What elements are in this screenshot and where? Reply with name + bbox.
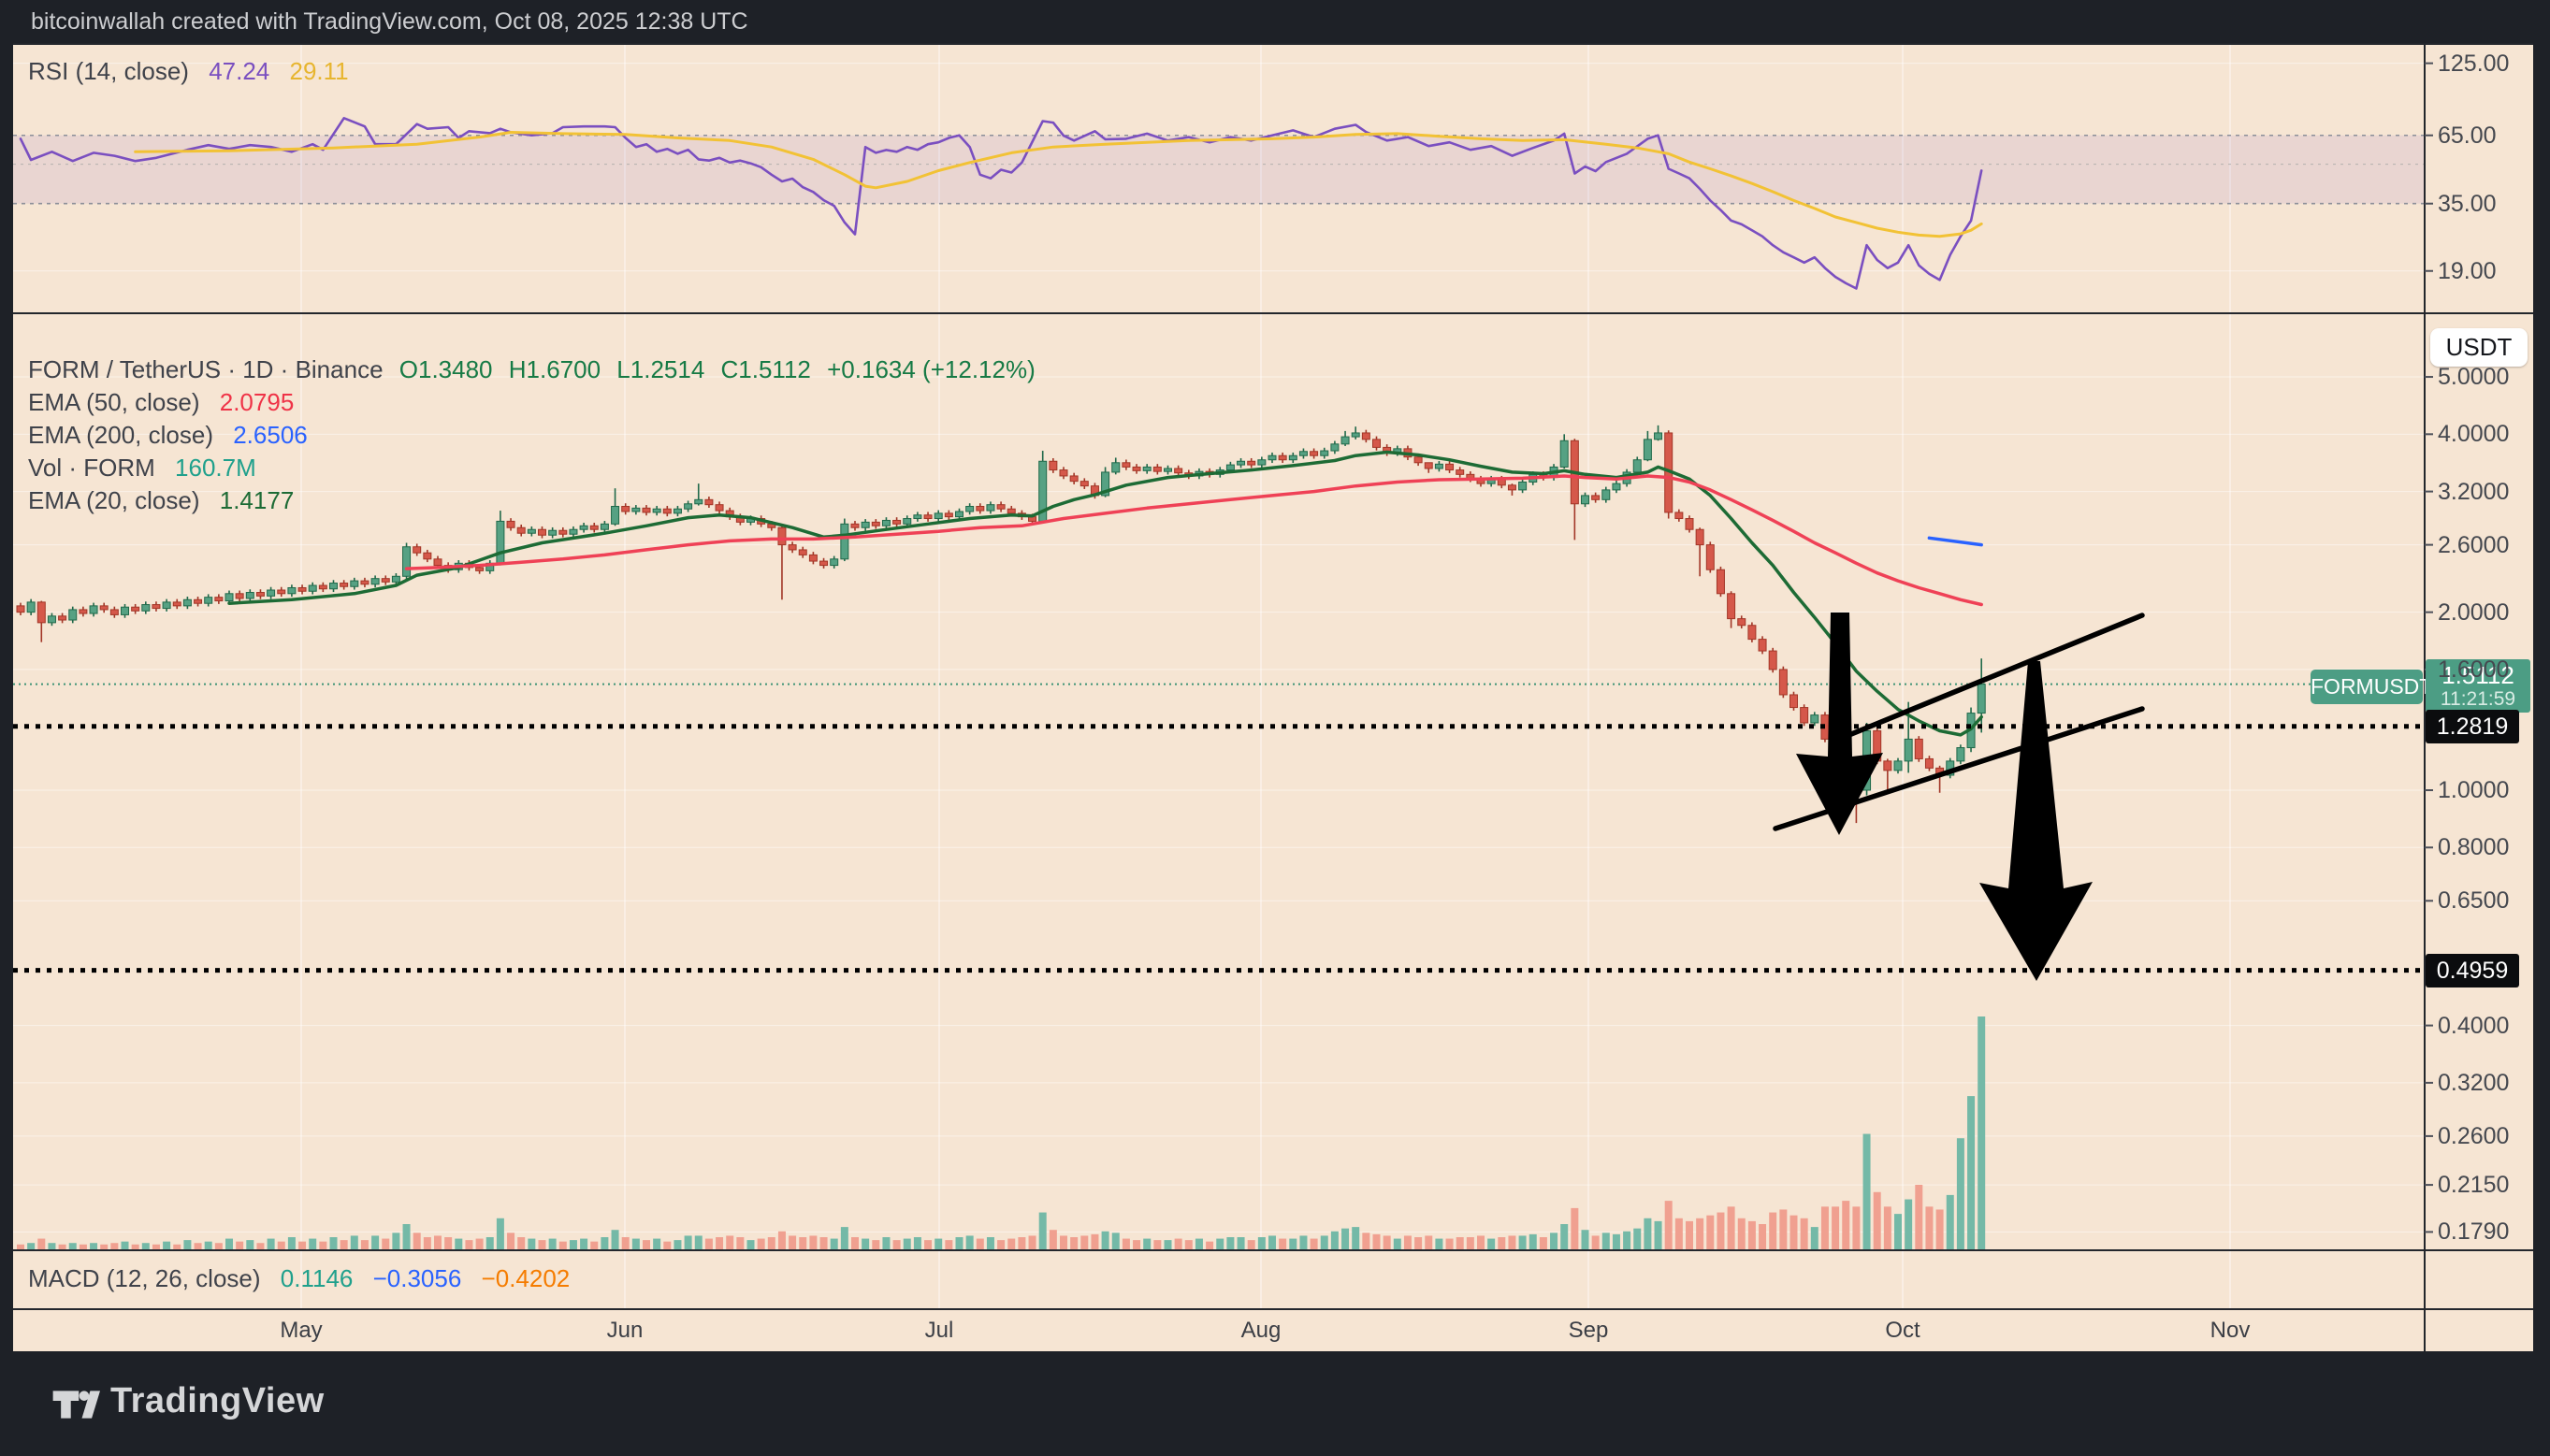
- ema20-label: EMA (20, close): [28, 486, 200, 514]
- volume-row: Vol · FORM 160.7M: [28, 452, 1036, 484]
- macd-legend[interactable]: MACD (12, 26, close) 0.1146 −0.3056 −0.4…: [28, 1264, 570, 1293]
- macd-label: MACD (12, 26, close): [28, 1264, 261, 1292]
- symbol-price-pill: FORMUSDT: [2311, 670, 2432, 704]
- rsi-legend[interactable]: RSI (14, close) 47.24 29.11: [28, 57, 349, 86]
- volume-value: 160.7M: [175, 454, 256, 482]
- rsi-value: 47.24: [209, 57, 270, 85]
- macd-signal-value: −0.4202: [481, 1264, 571, 1292]
- ema50-row: EMA (50, close) 2.0795: [28, 386, 1036, 419]
- month-label-Nov[interactable]: Nov: [2210, 1318, 2251, 1343]
- symbol-row: FORM / TetherUS · 1D · Binance O1.3480 H…: [28, 353, 1036, 386]
- watermark-text: bitcoinwallah created with TradingView.c…: [31, 8, 748, 35]
- price-label-2.0000: 2.0000: [2438, 598, 2510, 626]
- ema200-label: EMA (200, close): [28, 421, 213, 449]
- month-label-May[interactable]: May: [280, 1318, 323, 1343]
- ema200-value: 2.6506: [233, 421, 308, 449]
- price-label-0.8000: 0.8000: [2438, 834, 2510, 861]
- ohlc-values: O1.3480 H1.6700 L1.2514 C1.5112 +0.1634 …: [390, 355, 1036, 383]
- level-badge-0.4959: 0.4959: [2426, 954, 2519, 987]
- level-badge-1.2819: 1.2819: [2426, 710, 2519, 743]
- ema50-value: 2.0795: [219, 388, 295, 416]
- tradingview-logo-text[interactable]: TradingView: [110, 1381, 325, 1420]
- month-label-Jun[interactable]: Jun: [606, 1318, 644, 1343]
- volume-label: Vol · FORM: [28, 454, 155, 482]
- open-value: O1.3480: [398, 355, 493, 383]
- month-label-Aug[interactable]: Aug: [1240, 1318, 1282, 1343]
- ema20-value: 1.4177: [219, 486, 295, 514]
- price-label-1.0000: 1.0000: [2438, 777, 2510, 803]
- rsi-legend-label: RSI (14, close): [28, 57, 189, 85]
- ema200-row: EMA (200, close) 2.6506: [28, 419, 1036, 452]
- symbol-title: FORM / TetherUS · 1D · Binance: [28, 355, 384, 383]
- price-label-0.4000: 0.4000: [2438, 1012, 2510, 1039]
- rsi-label-125.00: 125.00: [2438, 50, 2510, 77]
- symbol-legend[interactable]: FORM / TetherUS · 1D · Binance O1.3480 H…: [28, 353, 1036, 517]
- price-label-5.0000: 5.0000: [2438, 364, 2510, 391]
- change-value: +0.1634 (+12.12%): [827, 355, 1036, 383]
- month-label-Sep[interactable]: Sep: [1568, 1318, 1609, 1343]
- countdown-timer: 11:21:59: [2440, 688, 2516, 710]
- ema20-row: EMA (20, close) 1.4177: [28, 484, 1036, 517]
- rsi-label-35.00: 35.00: [2438, 190, 2497, 217]
- rsi-label-65.00: 65.00: [2438, 122, 2497, 149]
- price-label-0.1790: 0.1790: [2438, 1218, 2510, 1246]
- currency-badge[interactable]: USDT: [2430, 328, 2528, 367]
- last-price-badge: 1.5112 11:21:59: [2426, 659, 2530, 713]
- price-label-0.3200: 0.3200: [2438, 1069, 2510, 1096]
- price-label-0.2600: 0.2600: [2438, 1122, 2510, 1149]
- macd-hist-value: 0.1146: [280, 1264, 354, 1292]
- price-label-2.6000: 2.6000: [2438, 531, 2510, 558]
- macd-line-value: −0.3056: [372, 1264, 462, 1292]
- watermark-bar: bitcoinwallah created with TradingView.c…: [0, 0, 2550, 44]
- rsi-label-19.00: 19.00: [2438, 257, 2497, 284]
- high-value: H1.6700: [508, 355, 601, 383]
- low-value: L1.2514: [616, 355, 705, 383]
- price-label-1.6000: 1.6000: [2438, 656, 2510, 683]
- ema50-label: EMA (50, close): [28, 388, 200, 416]
- close-value: C1.5112: [720, 355, 811, 383]
- rsi-ma-value: 29.11: [289, 57, 349, 85]
- last-price-value: 1.5112: [2441, 661, 2514, 689]
- price-label-0.6500: 0.6500: [2438, 887, 2510, 915]
- month-label-Jul[interactable]: Jul: [924, 1318, 954, 1343]
- price-label-3.2000: 3.2000: [2438, 478, 2510, 505]
- chart-background: [13, 44, 2533, 1351]
- month-label-Oct[interactable]: Oct: [1885, 1318, 1920, 1343]
- price-label-0.2150: 0.2150: [2438, 1172, 2510, 1199]
- footer-bar: TradingView: [0, 1351, 2550, 1456]
- tradingview-logo-icon[interactable]: [51, 1382, 100, 1427]
- price-label-4.0000: 4.0000: [2438, 421, 2510, 448]
